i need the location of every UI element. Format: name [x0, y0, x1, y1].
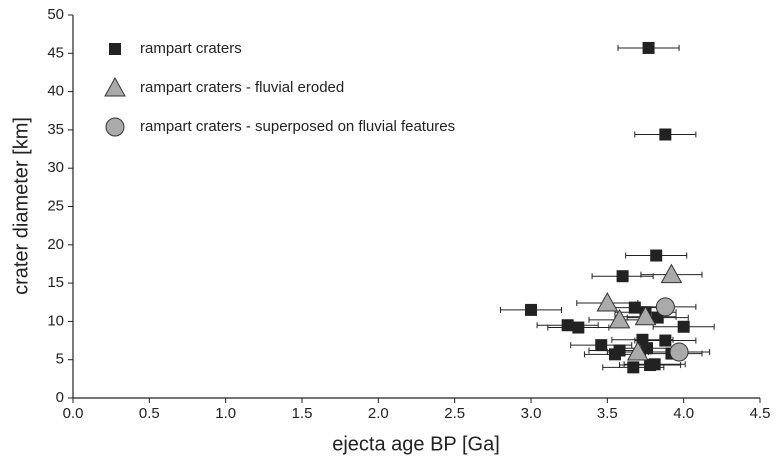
point — [613, 344, 626, 357]
x-tick-label: 0.5 — [139, 405, 160, 422]
point — [677, 320, 690, 333]
point — [608, 308, 631, 329]
x-tick-label: 4.5 — [750, 405, 771, 422]
point — [628, 301, 641, 314]
point — [655, 297, 675, 317]
x-tick-label: 3.0 — [521, 405, 542, 422]
x-tick-label: 1.5 — [292, 405, 313, 422]
legend-text: rampart craters — [140, 40, 242, 57]
point — [627, 361, 640, 374]
legend-marker — [109, 43, 121, 55]
y-tick-label: 15 — [47, 274, 64, 291]
y-tick-label: 40 — [47, 83, 64, 100]
point — [642, 41, 655, 54]
x-axis-label: ejecta age BP [Ga] — [332, 433, 500, 455]
y-tick-label: 10 — [47, 312, 64, 329]
point — [634, 305, 657, 326]
point — [660, 263, 683, 284]
y-tick-label: 35 — [47, 121, 64, 138]
point — [561, 319, 574, 332]
point — [595, 339, 608, 352]
point — [669, 342, 689, 362]
point — [627, 341, 649, 361]
y-tick-label: 5 — [56, 351, 64, 368]
y-tick-label: 20 — [47, 236, 64, 253]
x-tick-label: 1.0 — [215, 405, 236, 422]
legend-marker — [105, 117, 125, 137]
y-tick-label: 25 — [47, 197, 64, 214]
x-tick-label: 4.0 — [673, 405, 694, 422]
y-tick-label: 45 — [47, 44, 64, 61]
y-tick-label: 0 — [56, 389, 64, 406]
point — [650, 249, 663, 262]
y-tick-label: 30 — [47, 159, 64, 176]
x-tick-label: 3.5 — [597, 405, 618, 422]
point — [659, 334, 672, 347]
point — [525, 303, 537, 316]
point — [641, 342, 654, 355]
legend-marker — [104, 76, 126, 97]
x-tick-label: 2.5 — [444, 405, 465, 422]
x-tick-label: 2.0 — [368, 405, 389, 422]
legend-text: rampart craters - superposed on fluvial … — [140, 118, 455, 135]
legend-text: rampart craters - fluvial eroded — [140, 79, 344, 96]
point — [659, 128, 672, 141]
point — [616, 270, 629, 283]
point — [572, 321, 585, 334]
y-axis-label: crater diameter [km] — [10, 117, 32, 295]
point — [596, 291, 619, 312]
point — [648, 358, 661, 371]
x-tick-label: 0.0 — [63, 405, 84, 422]
y-tick-label: 50 — [47, 6, 64, 23]
